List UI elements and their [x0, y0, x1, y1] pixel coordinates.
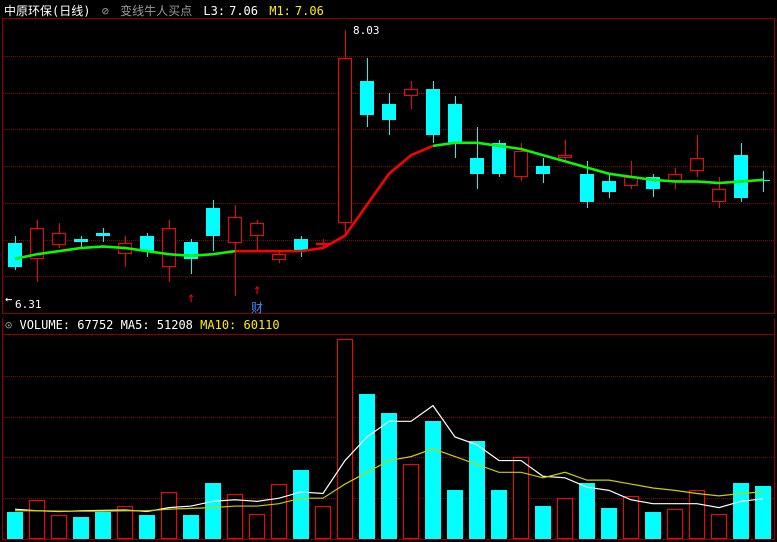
candle[interactable] — [667, 19, 683, 313]
candle[interactable] — [29, 19, 45, 313]
volume-bar[interactable] — [491, 490, 507, 539]
volume-bar[interactable] — [645, 512, 661, 539]
m1-label: M1: — [269, 4, 291, 18]
volume-bar[interactable] — [403, 464, 419, 539]
volume-bar[interactable] — [139, 515, 155, 539]
volume-bar[interactable] — [601, 508, 617, 539]
buy-signal-arrow-icon: ↑ — [253, 282, 261, 298]
candle[interactable] — [249, 19, 265, 313]
candle[interactable] — [711, 19, 727, 313]
price-panel[interactable]: 8.036.31←↑↑财 — [2, 18, 775, 314]
volume-bar[interactable] — [711, 514, 727, 539]
candle[interactable] — [7, 19, 23, 313]
candle[interactable] — [161, 19, 177, 313]
volume-bar[interactable] — [117, 506, 133, 539]
volume-bar[interactable] — [579, 483, 595, 539]
candle[interactable] — [227, 19, 243, 313]
chart-header: 中原环保(日线) ⊘ 变线牛人买点 L3: 7.06 M1: 7.06 — [4, 2, 328, 19]
candle[interactable] — [293, 19, 309, 313]
volume-bar[interactable] — [29, 500, 45, 539]
volume-bar[interactable] — [447, 490, 463, 539]
candle[interactable] — [271, 19, 287, 313]
l3-value: 7.06 — [229, 4, 258, 18]
volume-bar[interactable] — [623, 496, 639, 539]
candle[interactable] — [425, 19, 441, 313]
candle[interactable] — [513, 19, 529, 313]
volume-bar[interactable] — [183, 515, 199, 539]
volume-bar[interactable] — [95, 512, 111, 539]
volume-bar[interactable] — [249, 514, 265, 539]
volume-bar[interactable] — [755, 486, 771, 539]
buy-signal-arrow-icon: ↑ — [187, 290, 195, 306]
candle[interactable] — [447, 19, 463, 313]
candle[interactable] — [689, 19, 705, 313]
stock-title: 中原环保(日线) — [4, 4, 90, 18]
candle[interactable] — [359, 19, 375, 313]
ma10-value: 60110 — [244, 318, 280, 332]
low-arrow-icon: ← — [5, 292, 12, 306]
volume-bar[interactable] — [205, 483, 221, 539]
volume-bar[interactable] — [513, 457, 529, 539]
volume-panel[interactable] — [2, 334, 775, 540]
volume-bar[interactable] — [161, 492, 177, 539]
ma10-label: MA10: — [200, 318, 236, 332]
indicator-name: 变线牛人买点 — [120, 4, 192, 18]
volume-bar[interactable] — [689, 490, 705, 539]
candle[interactable] — [733, 19, 749, 313]
candle[interactable] — [337, 19, 353, 313]
volume-bar[interactable] — [293, 470, 309, 539]
volume-bar[interactable] — [73, 517, 89, 539]
volume-bar[interactable] — [381, 413, 397, 539]
volume-header: ⊙ VOLUME: 67752 MA5: 51208 MA10: 60110 — [2, 318, 775, 334]
volume-bar[interactable] — [359, 394, 375, 539]
candle[interactable] — [205, 19, 221, 313]
volume-bar[interactable] — [51, 515, 67, 539]
indicator-icon: ⊘ — [102, 4, 109, 18]
volume-bar[interactable] — [535, 506, 551, 539]
vol-value: 67752 — [77, 318, 113, 332]
candle[interactable] — [73, 19, 89, 313]
vol-label: VOLUME: — [19, 318, 70, 332]
candle[interactable] — [601, 19, 617, 313]
candle[interactable] — [381, 19, 397, 313]
candle[interactable] — [315, 19, 331, 313]
candle[interactable] — [95, 19, 111, 313]
candle[interactable] — [139, 19, 155, 313]
volume-bar[interactable] — [469, 441, 485, 539]
vol-expand-icon[interactable]: ⊙ — [5, 318, 12, 332]
volume-grid-line — [3, 376, 774, 377]
volume-bar[interactable] — [7, 512, 23, 539]
ma5-value: 51208 — [157, 318, 193, 332]
volume-bar[interactable] — [337, 339, 353, 539]
ma5-label: MA5: — [121, 318, 150, 332]
chart-container: 中原环保(日线) ⊘ 变线牛人买点 L3: 7.06 M1: 7.06 8.03 6.… — [0, 0, 777, 542]
candle[interactable] — [557, 19, 573, 313]
volume-bar[interactable] — [271, 484, 287, 539]
volume-bar[interactable] — [315, 506, 331, 539]
candle[interactable] — [491, 19, 507, 313]
m1-value: 7.06 — [295, 4, 324, 18]
volume-bar[interactable] — [227, 494, 243, 540]
candle[interactable] — [645, 19, 661, 313]
candle[interactable] — [755, 19, 771, 313]
cai-marker: 财 — [251, 299, 263, 316]
high-price-label: 8.03 — [353, 24, 380, 37]
candle[interactable] — [403, 19, 419, 313]
low-price-label: 6.31 — [15, 298, 42, 311]
l3-label: L3: — [203, 4, 225, 18]
candle[interactable] — [117, 19, 133, 313]
candle[interactable] — [579, 19, 595, 313]
candle[interactable] — [183, 19, 199, 313]
volume-bar[interactable] — [557, 498, 573, 539]
volume-bar[interactable] — [733, 483, 749, 539]
volume-bar[interactable] — [425, 421, 441, 539]
candle[interactable] — [535, 19, 551, 313]
candle[interactable] — [51, 19, 67, 313]
candle[interactable] — [623, 19, 639, 313]
candle[interactable] — [469, 19, 485, 313]
volume-bar[interactable] — [667, 509, 683, 539]
